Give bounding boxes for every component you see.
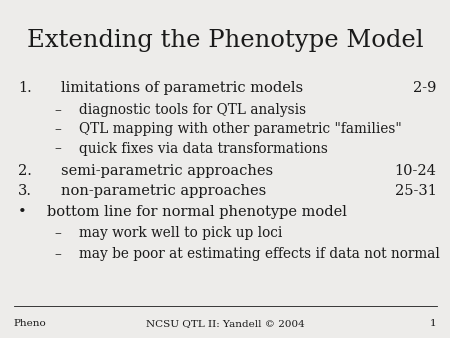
Text: diagnostic tools for QTL analysis: diagnostic tools for QTL analysis (79, 103, 306, 117)
Text: –: – (54, 142, 61, 155)
Text: Pheno: Pheno (14, 319, 46, 328)
Text: 1.: 1. (18, 81, 32, 95)
Text: 25-31: 25-31 (395, 184, 436, 198)
Text: non-parametric approaches: non-parametric approaches (61, 184, 266, 198)
Text: –: – (54, 103, 61, 117)
Text: 10-24: 10-24 (395, 164, 436, 177)
Text: –: – (54, 226, 61, 240)
Text: NCSU QTL II: Yandell © 2004: NCSU QTL II: Yandell © 2004 (146, 319, 304, 328)
Text: –: – (54, 122, 61, 136)
Text: may be poor at estimating effects if data not normal: may be poor at estimating effects if dat… (79, 247, 440, 261)
Text: may work well to pick up loci: may work well to pick up loci (79, 226, 282, 240)
Text: 2-9: 2-9 (413, 81, 436, 95)
Text: •: • (18, 205, 27, 219)
Text: bottom line for normal phenotype model: bottom line for normal phenotype model (47, 205, 347, 219)
Text: –: – (54, 247, 61, 261)
Text: semi-parametric approaches: semi-parametric approaches (61, 164, 273, 177)
Text: Extending the Phenotype Model: Extending the Phenotype Model (27, 29, 423, 52)
Text: 3.: 3. (18, 184, 32, 198)
Text: 1: 1 (430, 319, 436, 328)
Text: QTL mapping with other parametric "families": QTL mapping with other parametric "famil… (79, 122, 401, 136)
Text: quick fixes via data transformations: quick fixes via data transformations (79, 142, 328, 155)
Text: limitations of parametric models: limitations of parametric models (61, 81, 303, 95)
Text: 2.: 2. (18, 164, 32, 177)
